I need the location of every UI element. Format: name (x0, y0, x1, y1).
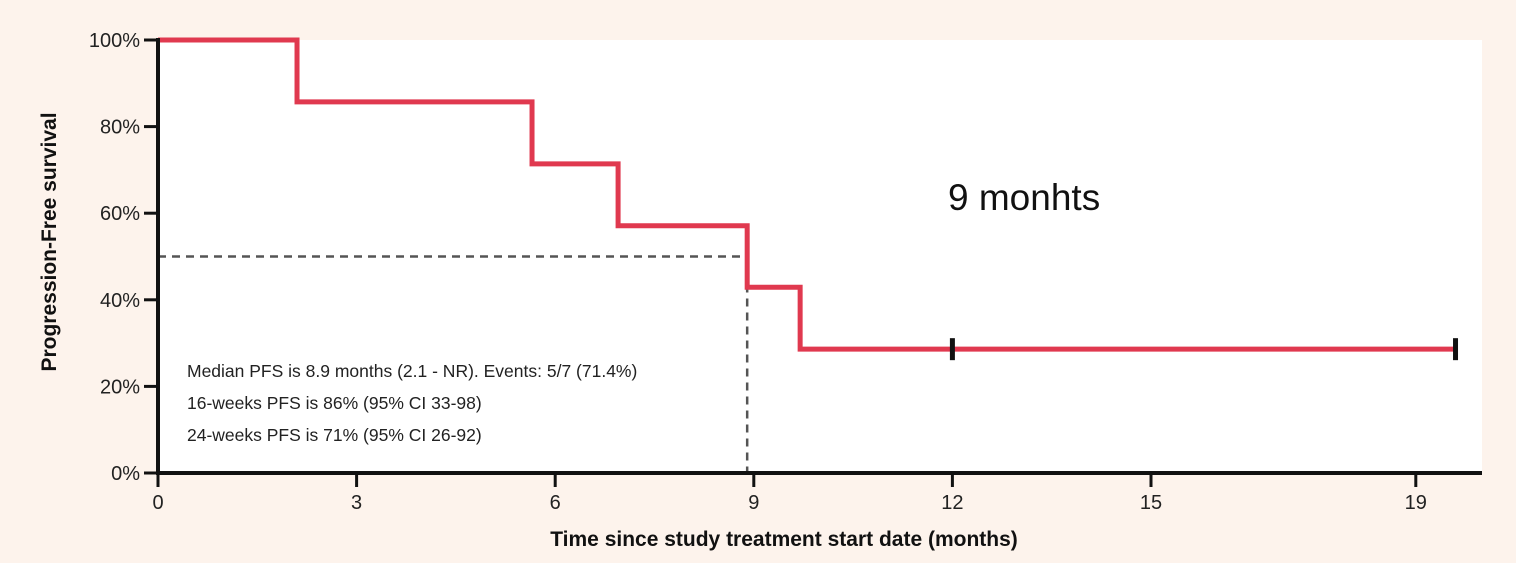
stats-annotations: Median PFS is 8.9 months (2.1 - NR). Eve… (187, 361, 637, 445)
axes (156, 38, 1482, 475)
overlay-median-label: 9 monhts (948, 177, 1100, 218)
x-tick-label-0: 0 (152, 492, 163, 514)
annotation-median: Median PFS is 8.9 months (2.1 - NR). Eve… (187, 361, 637, 381)
annotation-16-weeks: 16-weeks PFS is 86% (95% CI 33-98) (187, 393, 482, 413)
y-tick-label-2: 40% (100, 290, 140, 312)
x-tick-label-6: 19 (1405, 492, 1427, 514)
y-tick-label-0: 0% (111, 463, 140, 485)
x-tick-label-4: 12 (941, 492, 963, 514)
km-series (158, 37, 1456, 352)
x-tick-label-5: 15 (1140, 492, 1162, 514)
x-tick-label-3: 9 (748, 492, 759, 514)
annotation-24-weeks: 24-weeks PFS is 71% (95% CI 26-92) (187, 425, 482, 445)
y-axis-ticks: 0% 20% 40% 60% 80% 100% (89, 30, 158, 485)
y-axis-title: Progression-Free survival (38, 112, 61, 371)
censor-marks (949, 338, 1459, 361)
y-tick-label-3: 60% (100, 203, 140, 225)
y-tick-label-4: 80% (100, 117, 140, 139)
plot-background (158, 40, 1482, 473)
x-tick-label-1: 3 (351, 492, 362, 514)
km-step-line-0 (158, 37, 1456, 352)
y-tick-label-5: 100% (89, 30, 140, 52)
x-axis-title: Time since study treatment start date (m… (550, 528, 1018, 551)
median-reference-lines (158, 255, 749, 473)
x-tick-label-2: 6 (550, 492, 561, 514)
y-tick-label-1: 20% (100, 376, 140, 398)
x-axis-ticks: 0 3 6 9 12 15 19 (152, 473, 1427, 514)
